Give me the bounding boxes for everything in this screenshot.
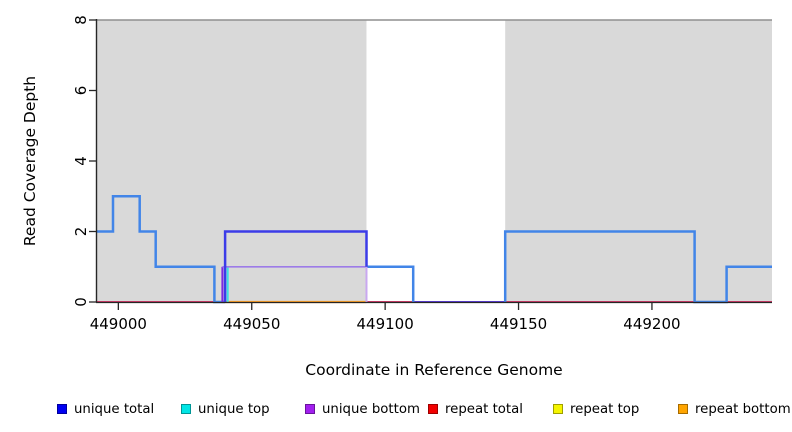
repeat-region-rect — [505, 20, 772, 302]
repeat-region-rect — [97, 20, 367, 302]
x-tick-label: 449200 — [623, 315, 680, 333]
x-tick-label: 449050 — [223, 315, 280, 333]
y-tick-label: 4 — [72, 156, 90, 166]
x-tick-label: 449100 — [357, 315, 414, 333]
azure-coverage-left-line — [97, 195, 226, 304]
x-tick-label: 449000 — [90, 315, 147, 333]
y-tick-label: 2 — [72, 227, 90, 237]
unique-total-dark-line — [223, 230, 368, 302]
y-tick-label: 8 — [72, 15, 90, 25]
y-axis-title: Read Coverage Depth — [21, 75, 39, 247]
x-axis-title: Coordinate in Reference Genome — [305, 361, 563, 379]
x-tick-label: 449150 — [490, 315, 547, 333]
y-tick-label: 0 — [72, 297, 90, 307]
azure-coverage-gap-line — [366, 265, 415, 302]
y-tick-label: 6 — [72, 86, 90, 96]
